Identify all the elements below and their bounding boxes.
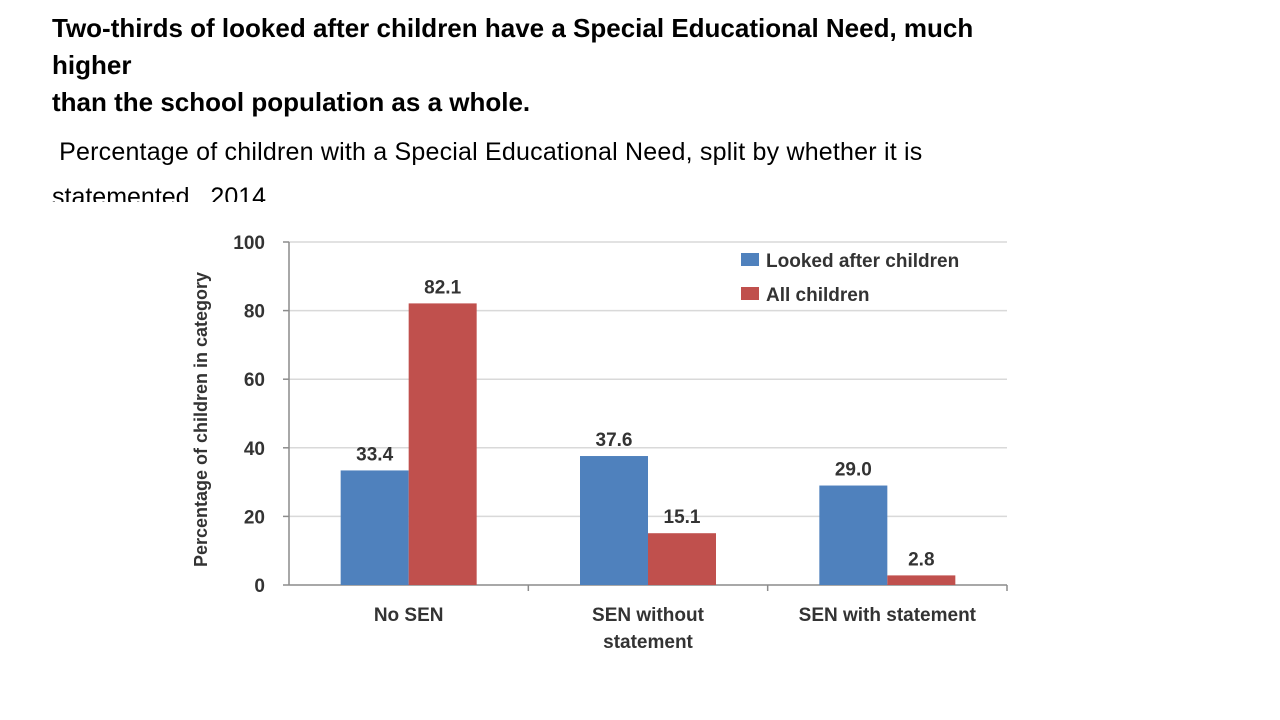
subtitle-line-2-clip: statemented , 2014	[52, 180, 266, 202]
data-label: 2.8	[908, 549, 934, 570]
y-tick-label: 40	[244, 439, 265, 460]
bar	[648, 533, 716, 585]
legend-label: All children	[766, 285, 869, 306]
x-category-label: statement	[603, 632, 693, 653]
bar	[819, 485, 888, 585]
y-axis-title: Percentage of children in category	[191, 272, 211, 567]
y-tick-label: 60	[244, 370, 265, 391]
chart-subtitle: Percentage of children with a Special Ed…	[52, 124, 1232, 180]
y-tick-label: 0	[254, 576, 265, 597]
data-label: 29.0	[835, 460, 872, 481]
data-label: 15.1	[664, 507, 701, 528]
slide-heading: Two-thirds of looked after children have…	[52, 10, 1232, 121]
bar-chart: 0 20 40 60 80 100 Percentage of children in ca…	[191, 233, 1008, 653]
bar	[340, 470, 409, 585]
legend-label: Looked after children	[766, 251, 959, 272]
chart-area: 0 20 40 60 80 100 Percentage of children in ca…	[0, 196, 1280, 720]
bar	[580, 456, 648, 585]
legend-swatch	[741, 253, 759, 266]
y-tick-label: 100	[233, 233, 265, 254]
heading-line-1: Two-thirds of looked after children have…	[52, 13, 974, 43]
y-tick-label: 80	[244, 302, 265, 323]
data-label: 33.4	[356, 444, 393, 465]
y-tick-label: 20	[244, 507, 265, 528]
bar	[887, 575, 956, 585]
x-category-label: No SEN	[374, 605, 444, 626]
heading-line-2: higher	[52, 50, 132, 80]
subtitle-line-2: statemented , 2014	[52, 183, 267, 202]
heading-line-3: than the school population as a whole.	[52, 87, 531, 117]
x-category-label: SEN with statement	[799, 605, 977, 626]
data-label: 82.1	[424, 277, 461, 298]
bar	[408, 303, 477, 585]
data-label: 37.6	[596, 430, 633, 451]
x-category-label: SEN without	[592, 605, 705, 626]
subtitle-line-1: Percentage of children with a Special Ed…	[52, 138, 923, 166]
legend-swatch	[741, 287, 759, 300]
